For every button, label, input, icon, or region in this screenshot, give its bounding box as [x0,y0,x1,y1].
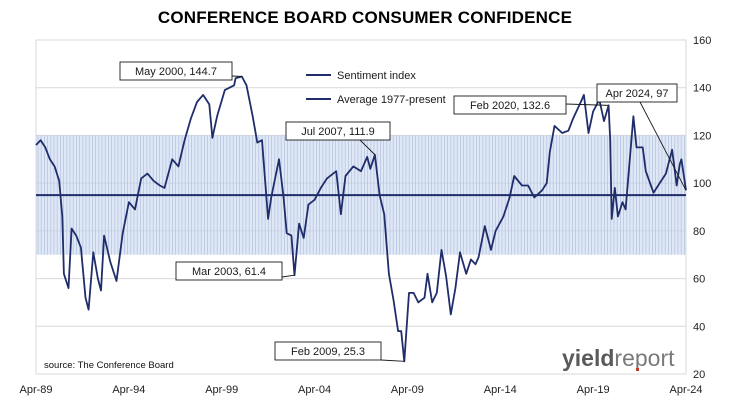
y-tick-label: 160 [693,35,711,47]
y-tick-label: 120 [693,130,711,142]
x-tick-label: Apr-99 [205,384,238,396]
annotation-leader [380,359,405,362]
annotation-box [285,121,391,141]
source-note: source: The Conference Board [44,360,174,371]
annotation-box [119,61,233,81]
annotation: Jul 2007, 111.9 [285,121,391,156]
logo-dot [636,368,639,371]
annotation-box [453,95,567,115]
annotation: Apr 2024, 97 [596,83,687,191]
annotation-label: Feb 2020, 132.6 [470,100,550,112]
annotation-leader [281,274,295,278]
annotation-box [274,341,382,361]
y-tick-label: 80 [693,226,705,238]
x-tick-label: Apr-14 [484,384,517,396]
legend: Sentiment index Average 1977-present [306,70,446,106]
annotation: May 2000, 144.7 [119,61,242,81]
x-tick-label: Apr-94 [112,384,145,396]
annotation-leader [565,103,609,106]
y-tick-label: 100 [693,178,711,190]
annotation-label: May 2000, 144.7 [135,66,217,78]
y-tick-label: 40 [693,321,705,333]
annotation-label: Jul 2007, 111.9 [301,126,375,138]
annotation-leader [231,75,242,77]
annotation-leader [359,139,376,156]
x-tick-label: Apr-09 [391,384,424,396]
x-tick-label: Apr-04 [298,384,331,396]
yieldreport-logo: yieldreport [562,345,675,371]
legend-label-sentiment: Sentiment index [337,70,416,82]
x-tick-label: Apr-24 [669,384,702,396]
logo-part-report: report [614,345,675,371]
annotation-label: Mar 2003, 61.4 [192,266,266,278]
x-tick-label: Apr-19 [577,384,610,396]
annotation-box [596,83,678,103]
y-tick-label: 20 [693,369,705,381]
annotation-leader [639,101,687,191]
annotation: Feb 2020, 132.6 [453,95,609,115]
annotation: Mar 2003, 61.4 [175,261,295,281]
logo-part-yield: yield [562,345,614,371]
legend-label-average: Average 1977-present [337,94,446,106]
chart-title: CONFERENCE BOARD CONSUMER CONFIDENCE [157,8,573,27]
annotation-box [175,261,283,281]
annotation-label: Feb 2009, 25.3 [291,346,365,358]
annotation-label: Apr 2024, 97 [606,88,669,100]
x-tick-label: Apr-89 [19,384,52,396]
annotation: Feb 2009, 25.3 [274,341,405,362]
y-tick-label: 140 [693,83,711,95]
sentiment-index-line [35,75,687,363]
y-tick-label: 60 [693,274,705,286]
